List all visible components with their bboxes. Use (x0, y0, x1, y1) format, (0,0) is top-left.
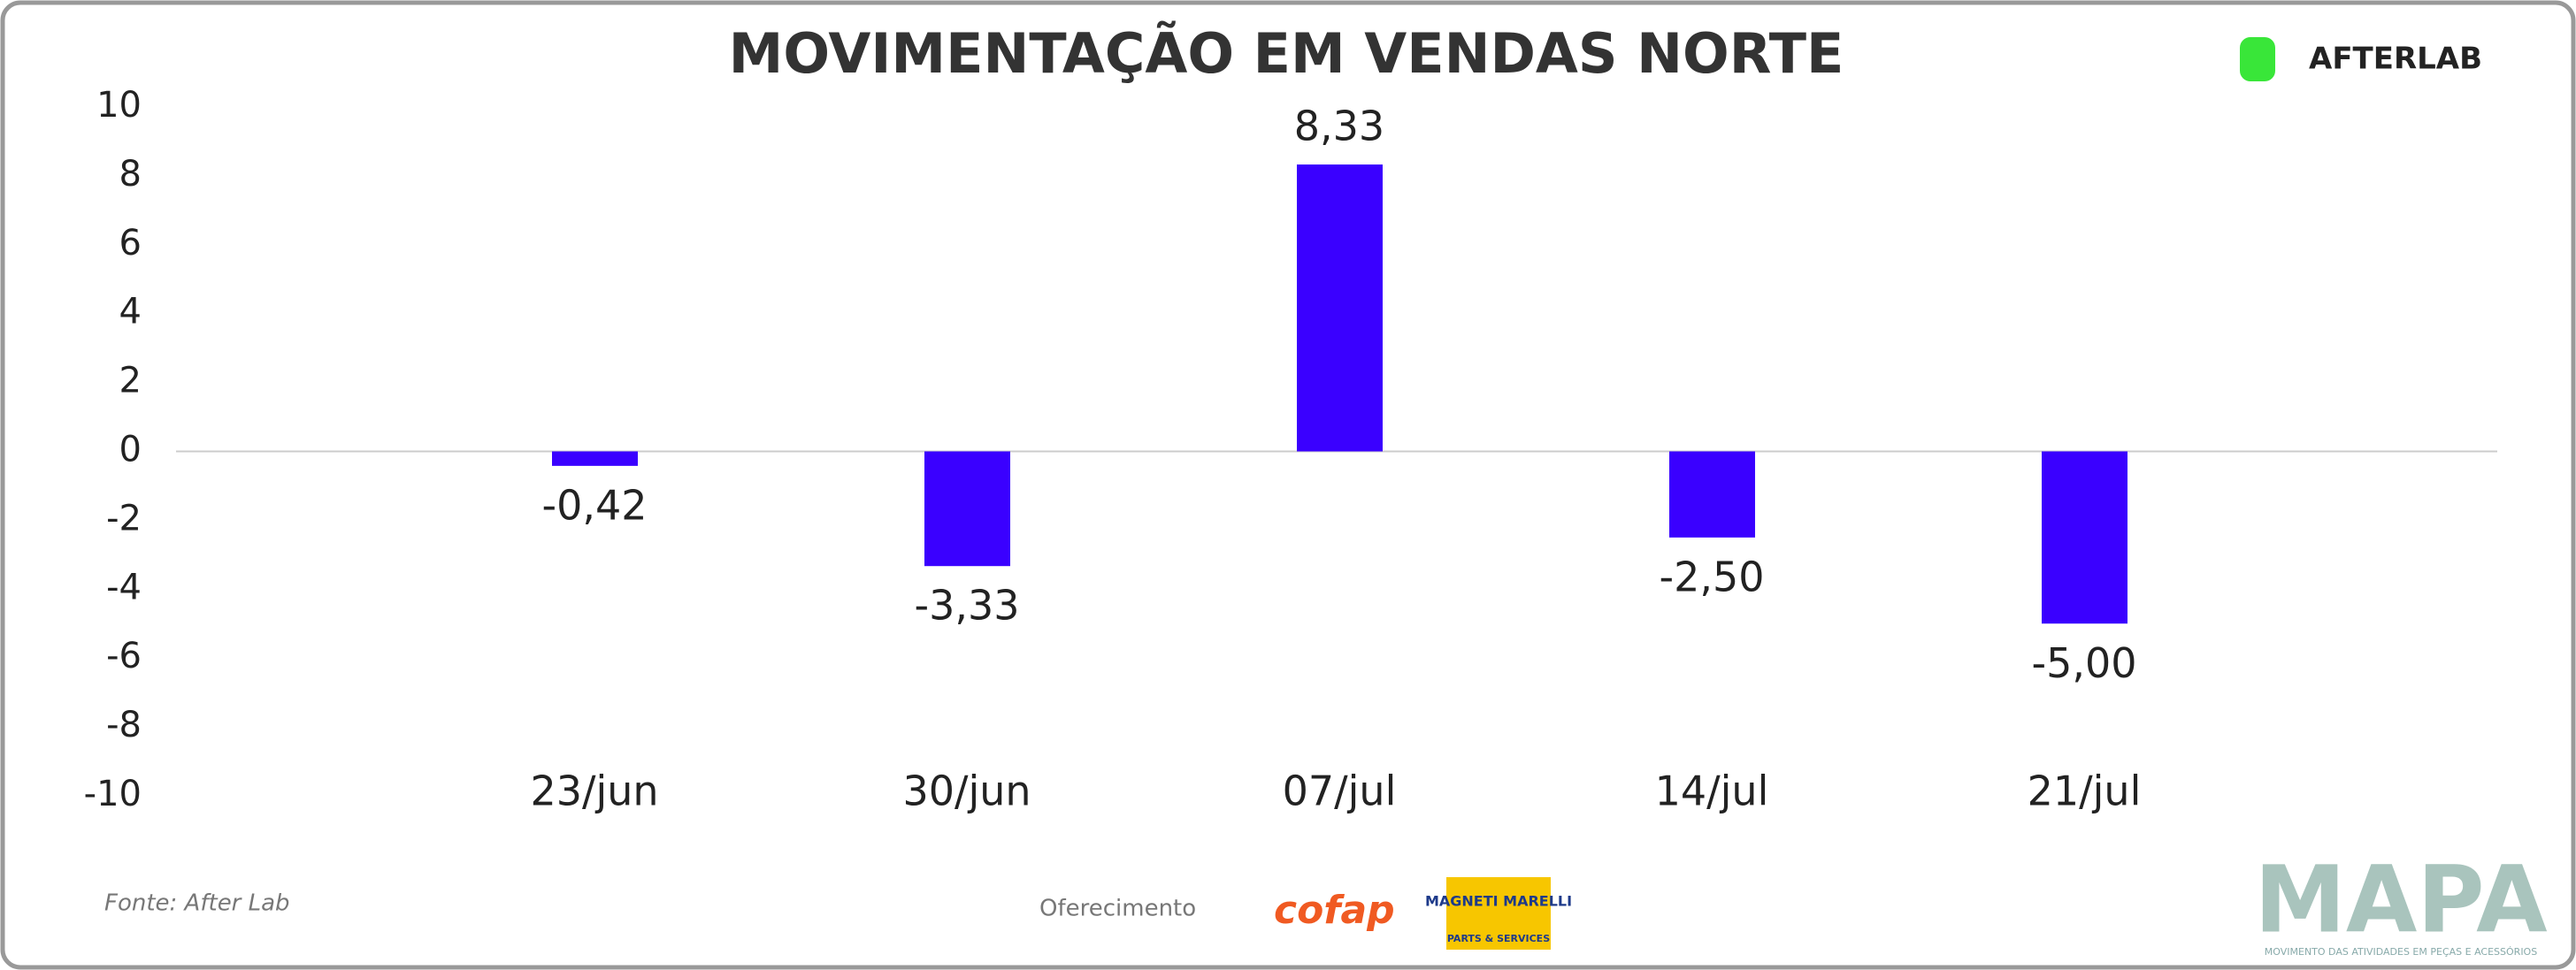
x-tick-label: 07/jul (1283, 768, 1397, 815)
y-tick-label: 4 (119, 292, 142, 332)
bar (552, 451, 638, 466)
brand-name: AFTERLAB (2309, 42, 2482, 77)
bar (924, 451, 1010, 567)
bar (1669, 451, 1755, 538)
sponsor-logo: PARTS & SERVICES (1447, 933, 1550, 944)
y-tick-label: 0 (119, 430, 142, 470)
y-tick-label: 10 (96, 85, 142, 126)
y-tick-label: 8 (119, 154, 142, 195)
y-tick-label: -6 (106, 636, 142, 676)
sponsor-logo: MAGNETI MARELLI (1425, 893, 1572, 910)
mapa-logo: MAPA (2254, 845, 2547, 953)
y-tick-label: -4 (106, 567, 142, 607)
value-label: -2,50 (1659, 553, 1764, 600)
bar (1297, 164, 1383, 452)
value-label: -5,00 (2031, 639, 2136, 687)
y-tick-label: 2 (119, 361, 142, 401)
source: Fonte: After Lab (104, 890, 290, 917)
x-tick-label: 14/jul (1655, 768, 1769, 815)
y-tick-label: 6 (119, 223, 142, 264)
value-label: -3,33 (914, 582, 1019, 630)
value-label: -0,42 (541, 481, 647, 529)
x-tick-label: 30/jun (902, 768, 1031, 815)
y-tick-label: -8 (106, 705, 142, 745)
x-tick-label: 23/jun (530, 768, 658, 815)
sponsor-logo-box (1446, 877, 1551, 950)
sponsor-label: Oferecimento (1039, 896, 1196, 922)
brand-logo: AFTERLAB (2240, 37, 2482, 81)
sponsor-logo: cofap (1274, 888, 1395, 933)
y-tick-label: -10 (84, 774, 142, 814)
bar (2042, 451, 2128, 624)
brand-icon (2240, 37, 2275, 81)
value-label: 8,33 (1294, 103, 1384, 150)
x-tick-label: 21/jul (2028, 768, 2142, 815)
mapa-tagline: MOVIMENTO DAS ATIVIDADES EM PEÇAS E ACES… (2265, 946, 2537, 958)
y-tick-label: -2 (106, 498, 142, 538)
chart-title: MOVIMENTAÇÃO EM VENDAS NORTE (729, 21, 1844, 86)
